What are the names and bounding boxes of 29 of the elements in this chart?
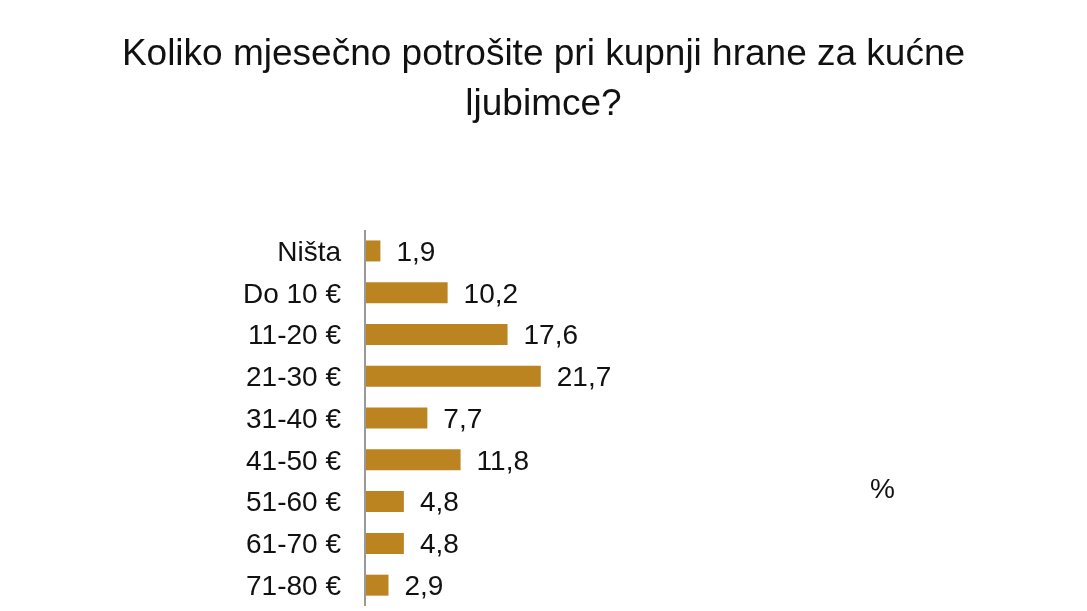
y-tick-label: 11-20 € [248,319,342,351]
chart-title: Koliko mjesečno potrošite pri kupnji hrane za kućne ljubimce? [120,31,967,125]
data-label: 2,9 [404,569,444,601]
y-tick-label: 61-70 € [246,528,342,560]
data-label: 21,7 [556,361,612,393]
y-tick-label: 21-30 € [246,361,342,393]
data-label: 11,8 [476,444,529,476]
bar [365,282,448,304]
data-label: 17,6 [523,319,579,351]
data-label: 4,8 [419,486,459,518]
bar [365,574,389,596]
bar [365,324,508,345]
data-label: 4,8 [419,528,459,560]
bar [365,365,541,387]
bar [365,449,461,471]
text: % [870,473,895,505]
y-tick-label: Ništa [277,235,342,267]
data-label: 10,2 [463,277,519,309]
bar [365,407,428,429]
y-tick-label: 51-60 € [246,486,342,518]
y-tick-label: 71-80 € [246,570,342,602]
bar [365,240,381,262]
data-label: 7,7 [443,402,483,434]
y-tick-label: Do 10 € [242,277,342,309]
y-tick-label: 31-40 € [246,402,342,434]
y-tick-label: 41-50 € [246,444,342,476]
bar [365,532,404,554]
data-label: 1,9 [396,235,436,267]
bar [365,491,404,513]
